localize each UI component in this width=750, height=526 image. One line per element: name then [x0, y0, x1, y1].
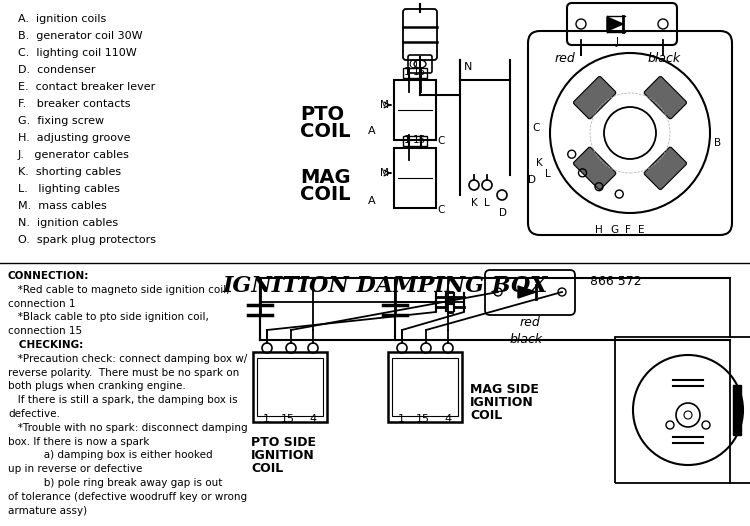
Text: N.  ignition cables: N. ignition cables [18, 218, 118, 228]
Text: 1: 1 [398, 414, 405, 424]
Text: 15: 15 [413, 135, 426, 145]
Text: K.  shorting cables: K. shorting cables [18, 167, 122, 177]
Text: D: D [499, 208, 507, 218]
Text: 15: 15 [281, 414, 295, 424]
Text: F: F [625, 225, 631, 235]
Text: B: B [714, 138, 722, 148]
Text: 15: 15 [413, 67, 426, 77]
Text: L: L [484, 198, 490, 208]
Text: 1: 1 [404, 67, 410, 77]
Text: COIL: COIL [300, 185, 350, 204]
Text: IGNITION DAMPING BOX: IGNITION DAMPING BOX [222, 275, 548, 297]
Text: A: A [368, 126, 376, 136]
Text: J.   generator cables: J. generator cables [18, 150, 130, 160]
Text: B.  generator coil 30W: B. generator coil 30W [18, 31, 142, 41]
Text: L: L [545, 169, 550, 179]
Text: C: C [437, 205, 444, 215]
Text: G.  fixing screw: G. fixing screw [18, 116, 104, 126]
Text: *Red cable to magneto side ignition coil,: *Red cable to magneto side ignition coil… [8, 285, 230, 295]
FancyBboxPatch shape [644, 76, 686, 119]
Text: *Trouble with no spark: disconnect damping: *Trouble with no spark: disconnect dampi… [8, 423, 248, 433]
Text: H.  adjusting groove: H. adjusting groove [18, 133, 130, 143]
Bar [253, 352, 327, 422]
FancyBboxPatch shape [574, 76, 616, 119]
Bar [394, 80, 436, 140]
Text: 4: 4 [309, 414, 316, 424]
Text: black: black [510, 333, 543, 346]
Text: A.  ignition coils: A. ignition coils [18, 14, 106, 24]
Text: N: N [464, 62, 472, 72]
Text: *Black cable to pto side ignition coil,: *Black cable to pto side ignition coil, [8, 312, 208, 322]
Text: C: C [532, 123, 539, 133]
Text: 866 572: 866 572 [590, 275, 641, 288]
Bar [733, 385, 741, 435]
Text: If there is still a spark, the damping box is: If there is still a spark, the damping b… [8, 395, 238, 405]
FancyBboxPatch shape [644, 147, 686, 189]
Bar [615, 337, 750, 483]
Text: E: E [638, 225, 644, 235]
Text: 4: 4 [444, 414, 452, 424]
Text: O: O [408, 60, 417, 70]
FancyBboxPatch shape [574, 147, 616, 189]
Text: connection 1: connection 1 [8, 299, 76, 309]
Text: H: H [595, 225, 603, 235]
Text: 1: 1 [404, 135, 410, 145]
Text: MAG SIDE: MAG SIDE [470, 383, 538, 396]
Text: CONNECTION:: CONNECTION: [8, 271, 89, 281]
Bar [388, 352, 462, 422]
Text: C.  lighting coil 110W: C. lighting coil 110W [18, 48, 136, 58]
Bar [257, 358, 323, 416]
Text: 1: 1 [263, 414, 270, 424]
Bar [403, 136, 427, 146]
Text: PTO SIDE: PTO SIDE [251, 436, 316, 449]
Text: K: K [471, 198, 477, 208]
Polygon shape [518, 286, 536, 298]
Text: up in reverse or defective: up in reverse or defective [8, 464, 142, 474]
Text: MAG: MAG [300, 168, 350, 187]
Text: J: J [616, 37, 619, 47]
Text: IGNITION: IGNITION [470, 396, 534, 409]
Text: b) pole ring break away gap is out: b) pole ring break away gap is out [8, 478, 222, 488]
Text: connection 15: connection 15 [8, 326, 82, 336]
Bar [394, 148, 436, 208]
Text: M: M [380, 168, 388, 178]
Text: 15: 15 [416, 414, 430, 424]
Text: K: K [536, 158, 543, 168]
Text: C: C [437, 136, 444, 146]
Text: CHECKING:: CHECKING: [8, 340, 83, 350]
Text: PTO: PTO [300, 105, 344, 124]
Bar [392, 358, 458, 416]
Bar [403, 68, 427, 78]
Text: black: black [648, 52, 681, 65]
Text: E.  contact breaker lever: E. contact breaker lever [18, 82, 155, 92]
Text: L.   lighting cables: L. lighting cables [18, 184, 120, 194]
Text: COIL: COIL [470, 409, 502, 422]
Text: armature assy): armature assy) [8, 505, 87, 515]
Text: D.  condenser: D. condenser [18, 65, 95, 75]
Text: IGNITION: IGNITION [251, 449, 315, 462]
Text: red: red [555, 52, 576, 65]
Text: G: G [610, 225, 618, 235]
Text: COIL: COIL [300, 122, 350, 141]
Text: M: M [380, 100, 388, 110]
Text: both plugs when cranking engine.: both plugs when cranking engine. [8, 381, 186, 391]
Text: F.   breaker contacts: F. breaker contacts [18, 99, 130, 109]
Text: *Precaution check: connect damping box w/: *Precaution check: connect damping box w… [8, 354, 248, 364]
Text: reverse polarity.  There must be no spark on: reverse polarity. There must be no spark… [8, 368, 239, 378]
Text: O.  spark plug protectors: O. spark plug protectors [18, 235, 156, 245]
Text: of tolerance (defective woodruff key or wrong: of tolerance (defective woodruff key or … [8, 492, 248, 502]
Text: box. If there is now a spark: box. If there is now a spark [8, 437, 149, 447]
Text: red: red [520, 316, 541, 329]
Text: A: A [368, 196, 376, 206]
Text: COIL: COIL [251, 462, 284, 475]
Text: defective.: defective. [8, 409, 60, 419]
Text: D: D [528, 175, 536, 185]
Text: a) damping box is either hooked: a) damping box is either hooked [8, 450, 213, 460]
Text: M.  mass cables: M. mass cables [18, 201, 106, 211]
Polygon shape [607, 17, 623, 31]
